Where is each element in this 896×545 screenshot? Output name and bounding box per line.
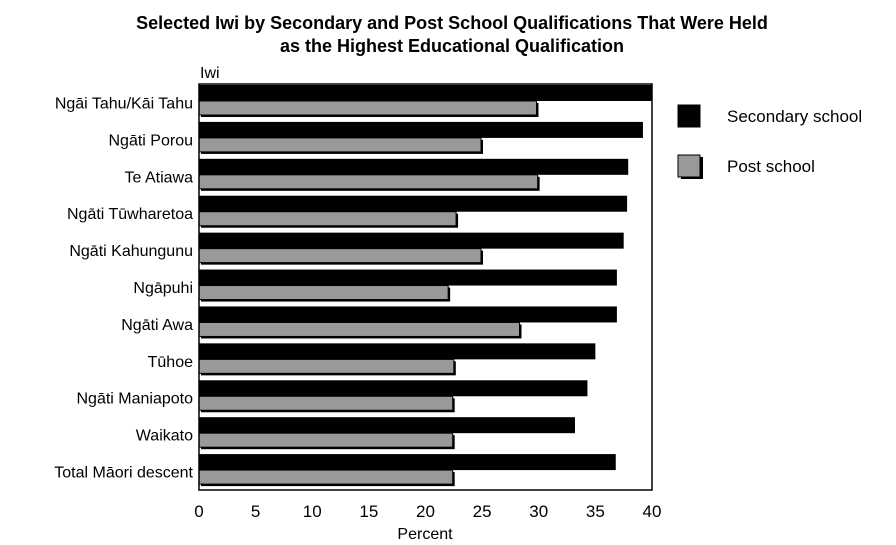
bar-secondary-school	[199, 380, 588, 397]
bar-secondary-school	[199, 195, 628, 212]
bar-secondary-school	[199, 269, 617, 286]
x-tick-label: 30	[529, 502, 548, 521]
bar-post-school	[198, 469, 454, 485]
category-label: Total Māori descent	[54, 465, 193, 482]
category-label: Ngāti Maniapoto	[76, 391, 193, 408]
bar-secondary-school	[199, 158, 629, 175]
category-label: Ngāti Porou	[109, 132, 194, 149]
bar-post-school	[198, 395, 454, 411]
bar-secondary-school	[199, 85, 652, 101]
bar-post-school	[198, 174, 539, 190]
category-labels: Ngāi Tahu/Kāi Tahu Ngāti Porou Te Atiawa Ng…	[54, 95, 193, 481]
bar-post-school	[198, 321, 520, 337]
bar-post-school	[198, 432, 454, 448]
bar-post-school	[198, 248, 482, 264]
x-tick-labels: 0 5 10 15 20 25 30 35 40	[194, 502, 661, 521]
plot-frame	[198, 83, 653, 491]
bar-post-school	[198, 285, 449, 301]
x-tick-label: 15	[359, 502, 378, 521]
x-tick-label: 10	[303, 502, 322, 521]
legend-swatch	[677, 104, 701, 128]
bar-secondary-school	[199, 232, 624, 249]
x-tick-label: 5	[251, 502, 260, 521]
category-label: Waikato	[136, 428, 193, 445]
x-tick-label: 0	[194, 502, 203, 521]
bar-post-school	[198, 211, 457, 227]
legend-swatch	[677, 154, 701, 178]
x-tick-label: 40	[643, 502, 662, 521]
legend: Secondary school Post school	[677, 104, 862, 179]
y-axis-label: Iwi	[200, 65, 220, 82]
bar-secondary-school	[199, 454, 616, 471]
chart-title-line1: Selected Iwi by Secondary and Post Schoo…	[136, 13, 768, 33]
x-tick-label: 20	[416, 502, 435, 521]
category-label: Ngāti Kahungunu	[69, 243, 193, 260]
bar-post-school	[198, 100, 537, 116]
bar-post-school	[198, 358, 455, 374]
legend-label: Post school	[727, 157, 815, 176]
x-tick-label: 35	[586, 502, 605, 521]
category-label: Te Atiawa	[125, 169, 194, 186]
bars-group	[198, 85, 652, 487]
bar-secondary-school	[199, 417, 575, 434]
x-tick-label: 25	[473, 502, 492, 521]
x-axis-label: Percent	[397, 526, 453, 543]
category-label: Ngāti Awa	[121, 317, 193, 334]
bar-secondary-school	[199, 306, 617, 323]
category-label: Ngāti Tūwharetoa	[67, 206, 193, 223]
bar-secondary-school	[199, 121, 643, 138]
category-label: Tūhoe	[148, 354, 193, 371]
legend-label: Secondary school	[727, 107, 862, 126]
bar-post-school	[198, 137, 482, 153]
category-label: Ngāi Tahu/Kāi Tahu	[55, 95, 193, 112]
bar-secondary-school	[199, 343, 596, 360]
category-label: Ngāpuhi	[133, 280, 193, 297]
chart-title-line2: as the Highest Educational Qualification	[280, 36, 624, 56]
